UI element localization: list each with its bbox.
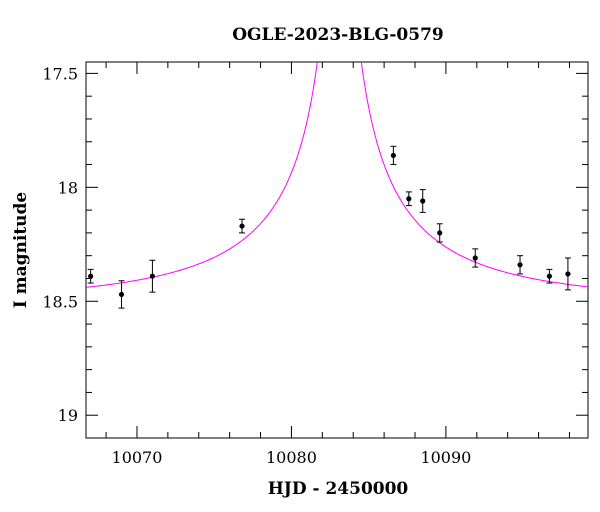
y-tick-label: 19 (58, 406, 78, 425)
data-point-group (118, 280, 125, 309)
data-point (472, 255, 478, 261)
data-point-group (436, 223, 443, 243)
data-point-group (405, 191, 412, 207)
data-point-group (472, 248, 479, 268)
y-tick-label: 17.5 (42, 64, 78, 83)
tick-labels: 10070 10080 10090 17.5 18 18.5 19 (42, 64, 471, 467)
x-axis-title: HJD - 2450000 (268, 479, 409, 499)
data-point-group (419, 189, 426, 213)
data-point (88, 273, 94, 279)
x-tick-label: 10080 (266, 448, 317, 467)
data-point (546, 273, 552, 279)
data-point (118, 291, 125, 298)
model-curve (86, 62, 588, 288)
data-point (149, 273, 156, 279)
data-point (437, 230, 443, 236)
y-tick-label: 18.5 (42, 292, 78, 311)
y-tick-label: 18 (58, 178, 78, 197)
data-point-group (149, 259, 156, 293)
data-point-group (546, 268, 553, 284)
data-point-group (564, 257, 571, 291)
plot-frame (85, 61, 589, 439)
x-tick-label: 10090 (420, 448, 471, 467)
data-point-group (390, 145, 397, 166)
x-tick-label: 10070 (112, 448, 163, 467)
data-point-group (87, 268, 94, 284)
data-point (517, 262, 523, 268)
chart-title: OGLE-2023-BLG-0579 (232, 25, 444, 45)
data-point (420, 198, 426, 204)
data-points-group (87, 145, 571, 309)
data-point (390, 152, 396, 159)
y-axis-title: I magnitude (11, 192, 31, 309)
data-point (239, 223, 245, 229)
data-point-group (517, 255, 524, 275)
data-point (406, 196, 412, 202)
model-curve-group (86, 62, 588, 288)
axis-ticks (86, 62, 588, 439)
data-point-group (239, 218, 246, 234)
data-point (565, 271, 571, 277)
